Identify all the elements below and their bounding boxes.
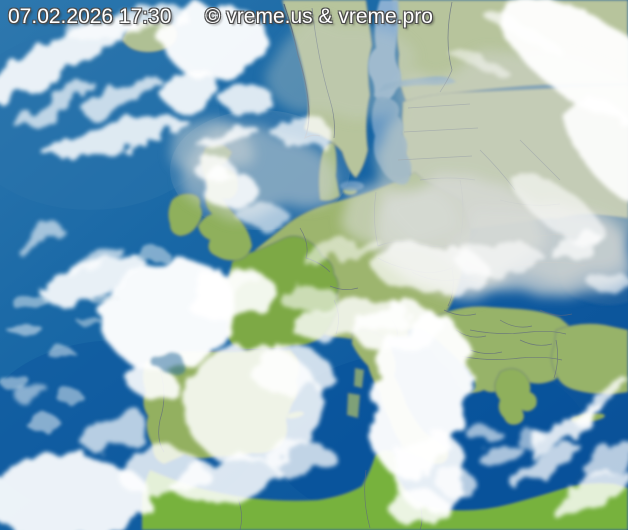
land-corsica-sardinia: [346, 367, 365, 419]
land-greece: [494, 368, 538, 426]
cloud-ne-band: [501, 0, 628, 123]
cloud-cumulus-field: [0, 248, 170, 429]
land-turkey: [551, 323, 628, 395]
sea-danish-straits: [340, 181, 364, 191]
cloud-sw-mass: [0, 455, 150, 530]
storm-eye: [152, 352, 184, 372]
cloud-norwegian-sea: [163, 2, 267, 78]
cloud-black-sea: [547, 231, 603, 259]
